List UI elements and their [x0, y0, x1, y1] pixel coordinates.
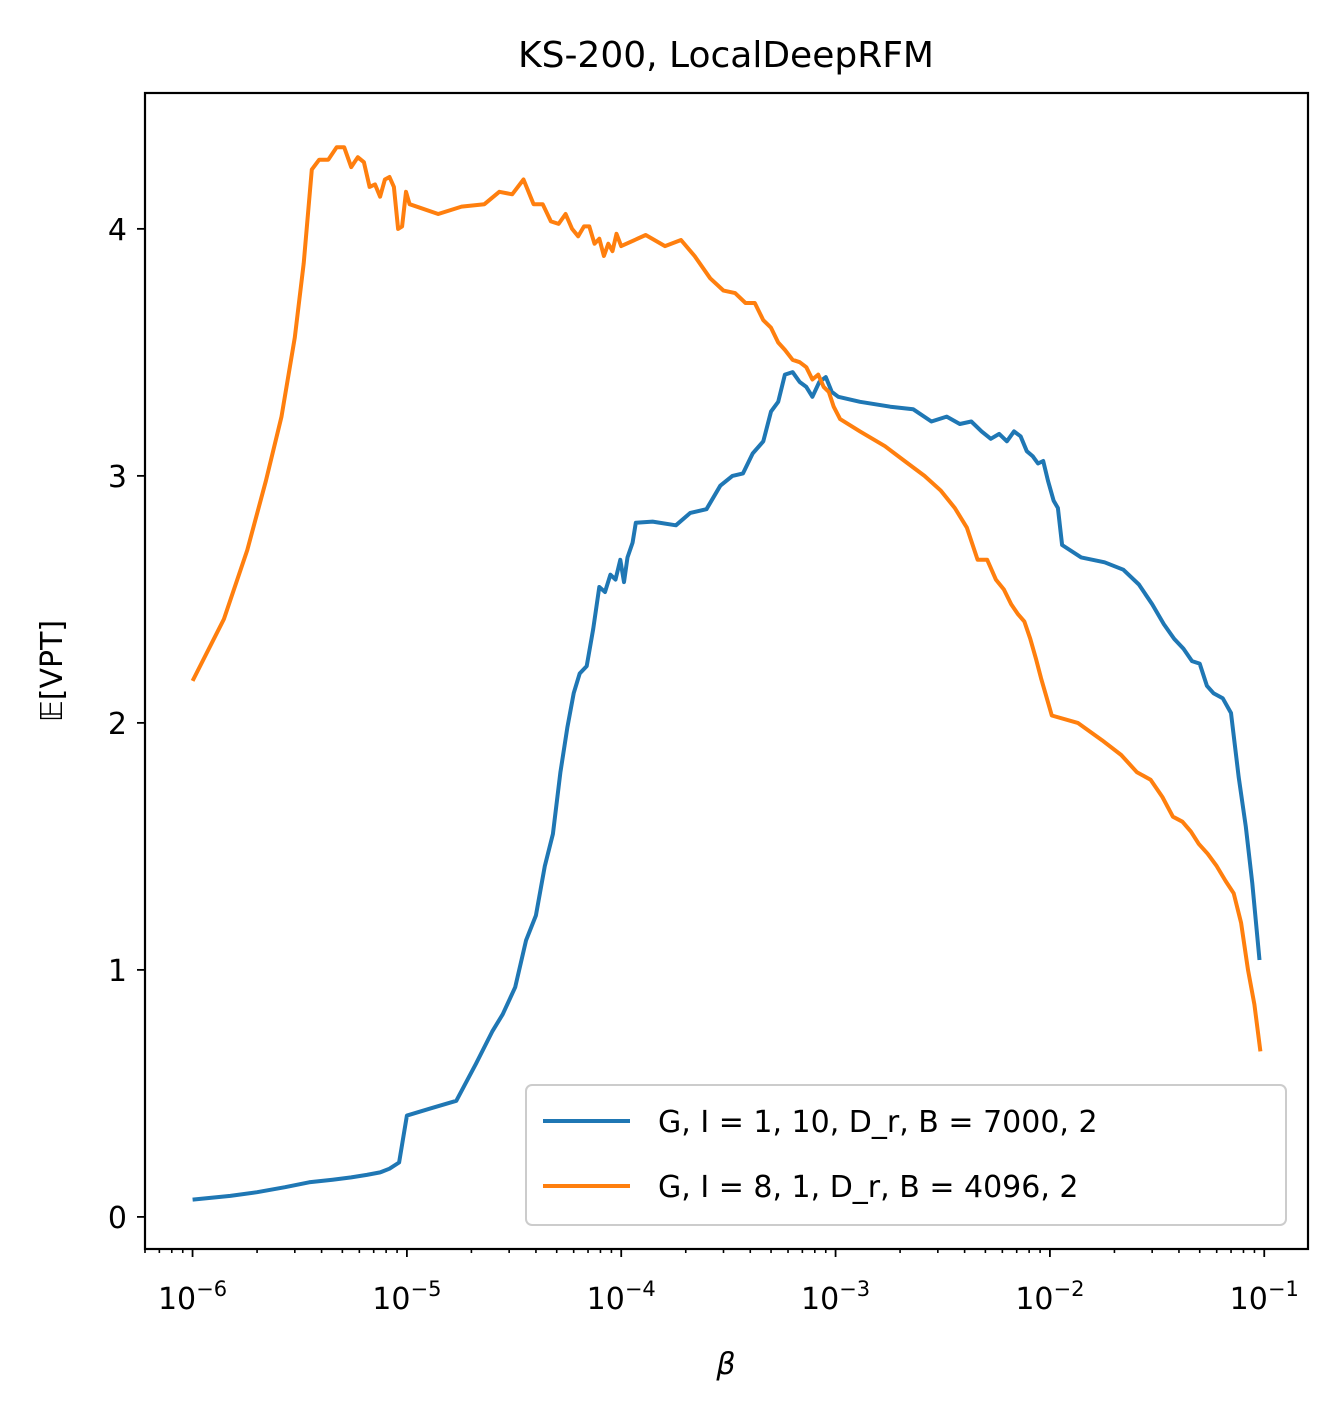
x-axis-ticks: 10−6 10−5 10−4 10−3 10−2 10−1 [144, 1249, 1299, 1317]
series-layer [190, 145, 1263, 1202]
chart-title: KS-200, LocalDeepRFM [518, 35, 934, 76]
y-tick-label: 1 [108, 954, 127, 989]
series-line-2 [190, 145, 1263, 1052]
y-tick-label: 2 [108, 707, 127, 742]
legend-label-series-1: G, I = 1, 10, D_r, B = 7000, 2 [658, 1105, 1098, 1140]
y-tick-label: 0 [108, 1201, 127, 1236]
series-line-1 [192, 370, 1262, 1202]
y-axis-ticks: 0 1 2 3 4 [108, 213, 145, 1236]
legend-box [525, 1084, 1287, 1226]
legend: G, I = 1, 10, D_r, B = 7000, 2 G, I = 8,… [525, 1084, 1287, 1226]
x-tick-label: 10−6 [158, 1277, 227, 1317]
x-tick-label: 10−1 [1230, 1277, 1299, 1317]
y-tick-label: 3 [108, 460, 127, 495]
legend-label-series-2: G, I = 8, 1, D_r, B = 4096, 2 [658, 1170, 1079, 1205]
x-tick-label: 10−2 [1015, 1277, 1084, 1317]
x-tick-label: 10−4 [587, 1277, 656, 1317]
y-tick-label: 4 [108, 213, 127, 248]
x-tick-label: 10−5 [372, 1277, 441, 1317]
x-axis-title: β [715, 1347, 735, 1382]
y-axis-title: 𝔼[VPT] [35, 620, 70, 722]
x-tick-label: 10−3 [801, 1277, 870, 1317]
plot-frame [143, 91, 1310, 1251]
